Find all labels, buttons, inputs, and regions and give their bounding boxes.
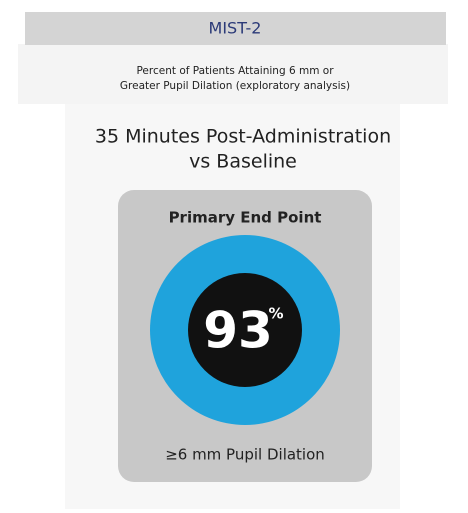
card-value: 93	[203, 302, 273, 360]
heading-line: 35 Minutes Post-Administration	[95, 126, 391, 148]
heading-line: vs Baseline	[189, 151, 297, 173]
card-title: Primary End Point	[169, 209, 322, 227]
inner-circle	[188, 273, 302, 387]
subtitle-band	[18, 44, 448, 104]
subtitle-line: Greater Pupil Dilation (exploratory anal…	[120, 80, 350, 92]
header-bar	[25, 12, 446, 45]
card-label: ≥6 mm Pupil Dilation	[165, 446, 325, 464]
header-title: MIST-2	[209, 19, 262, 38]
card-unit: %	[268, 305, 283, 323]
subtitle-line: Percent of Patients Attaining 6 mm or	[136, 65, 334, 77]
